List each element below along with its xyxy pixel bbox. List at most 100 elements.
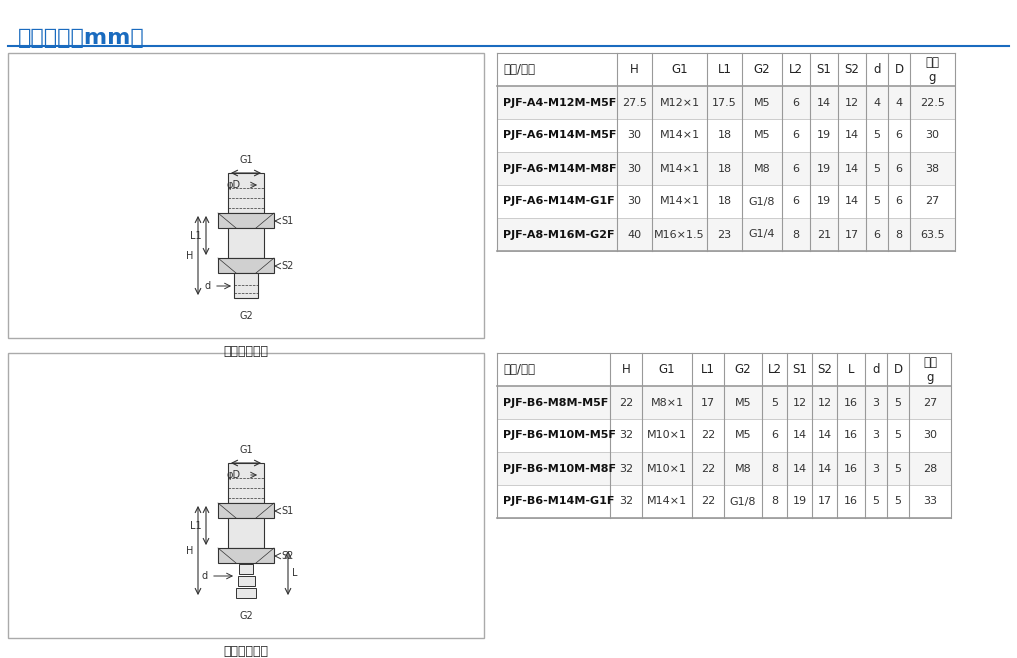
Text: 5: 5: [771, 397, 778, 407]
Text: 5: 5: [895, 430, 901, 440]
Text: M14×1: M14×1: [659, 163, 700, 174]
Bar: [236, 588, 256, 598]
Text: 16: 16: [844, 397, 858, 407]
Text: M14×1: M14×1: [647, 497, 687, 507]
Bar: [239, 564, 253, 574]
Text: G1: G1: [239, 155, 253, 165]
Bar: [497, 185, 955, 218]
Text: S1: S1: [817, 63, 832, 76]
Text: D: D: [894, 63, 903, 76]
Text: 27: 27: [925, 197, 940, 207]
Text: 12: 12: [845, 97, 859, 107]
Text: 22: 22: [701, 497, 715, 507]
Text: 4: 4: [874, 97, 881, 107]
Text: 6: 6: [771, 430, 778, 440]
Text: 4: 4: [895, 97, 902, 107]
Text: M5: M5: [754, 130, 770, 141]
Text: M10×1: M10×1: [647, 430, 687, 440]
Text: M5: M5: [734, 430, 752, 440]
Text: 8: 8: [895, 230, 902, 240]
Text: PJF-B6-M10M-M8F: PJF-B6-M10M-M8F: [503, 463, 616, 474]
Text: PJF-B6-M14M-G1F: PJF-B6-M14M-G1F: [503, 497, 614, 507]
Text: L2: L2: [768, 363, 781, 376]
Text: 18: 18: [717, 197, 731, 207]
Text: d: d: [873, 363, 880, 376]
Text: 22: 22: [701, 430, 715, 440]
Text: 5: 5: [895, 397, 901, 407]
Bar: [218, 503, 274, 518]
Text: S1: S1: [281, 506, 293, 516]
Text: M5: M5: [754, 97, 770, 107]
Bar: [228, 173, 264, 213]
Bar: [497, 53, 955, 86]
Text: 18: 18: [717, 163, 731, 174]
Text: 垂直宝塔接头: 垂直宝塔接头: [224, 645, 268, 658]
Text: 12: 12: [792, 397, 806, 407]
Text: 30: 30: [925, 130, 940, 141]
Text: H: H: [186, 546, 193, 556]
Text: 14: 14: [818, 463, 832, 474]
Text: 单重
g: 单重 g: [925, 55, 940, 84]
Text: 16: 16: [844, 430, 858, 440]
Text: 22: 22: [701, 463, 715, 474]
Text: M10×1: M10×1: [647, 463, 687, 474]
Text: 6: 6: [792, 197, 799, 207]
Text: S2: S2: [281, 551, 293, 561]
Text: G2: G2: [734, 363, 752, 376]
Text: L1: L1: [190, 231, 202, 241]
Bar: [497, 452, 951, 485]
Text: 14: 14: [845, 130, 859, 141]
Text: 27: 27: [922, 397, 937, 407]
Text: φD: φD: [227, 180, 241, 190]
Bar: [497, 152, 955, 185]
Bar: [497, 386, 951, 419]
Text: S2: S2: [844, 63, 859, 76]
Text: PJF-B6-M10M-M5F: PJF-B6-M10M-M5F: [503, 430, 616, 440]
Text: H: H: [631, 63, 639, 76]
Text: 6: 6: [792, 97, 799, 107]
Text: 17: 17: [845, 230, 859, 240]
Text: 14: 14: [792, 463, 806, 474]
Text: 17.5: 17.5: [712, 97, 737, 107]
Text: 14: 14: [818, 430, 832, 440]
Text: 27.5: 27.5: [622, 97, 647, 107]
Text: PJF-A4-M12M-M5F: PJF-A4-M12M-M5F: [503, 97, 616, 107]
Bar: [228, 518, 264, 548]
Text: M16×1.5: M16×1.5: [654, 230, 705, 240]
Text: 19: 19: [792, 497, 806, 507]
Text: 6: 6: [896, 130, 902, 141]
Text: H: H: [621, 363, 631, 376]
Text: 6: 6: [874, 230, 881, 240]
Text: 5: 5: [874, 130, 881, 141]
Text: L: L: [292, 568, 298, 578]
Bar: [497, 419, 951, 452]
Text: φD: φD: [227, 470, 241, 480]
Text: G2: G2: [754, 63, 770, 76]
Text: 16: 16: [844, 463, 858, 474]
Text: 单重
g: 单重 g: [923, 355, 937, 384]
Text: PJF-A8-M16M-G2F: PJF-A8-M16M-G2F: [503, 230, 614, 240]
Text: PJF-A6-M14M-M5F: PJF-A6-M14M-M5F: [503, 130, 616, 141]
Text: G1: G1: [239, 445, 253, 455]
Text: 垂直快插接头: 垂直快插接头: [224, 345, 268, 358]
Text: M14×1: M14×1: [659, 197, 700, 207]
Text: 30: 30: [627, 197, 642, 207]
Bar: [8, 353, 484, 638]
Text: 38: 38: [925, 163, 940, 174]
Text: 14: 14: [845, 197, 859, 207]
Text: 19: 19: [817, 130, 831, 141]
Text: 22.5: 22.5: [920, 97, 945, 107]
Text: S2: S2: [281, 261, 293, 271]
Text: 63.5: 63.5: [920, 230, 945, 240]
Text: d: d: [874, 63, 881, 76]
Text: 14: 14: [845, 163, 859, 174]
Text: 5: 5: [895, 497, 901, 507]
Text: 6: 6: [896, 163, 902, 174]
Bar: [228, 228, 264, 258]
Text: 8: 8: [792, 230, 799, 240]
Text: 6: 6: [896, 197, 902, 207]
Text: 21: 21: [817, 230, 831, 240]
Text: G2: G2: [239, 611, 253, 621]
Bar: [234, 273, 258, 298]
Text: 5: 5: [873, 497, 880, 507]
